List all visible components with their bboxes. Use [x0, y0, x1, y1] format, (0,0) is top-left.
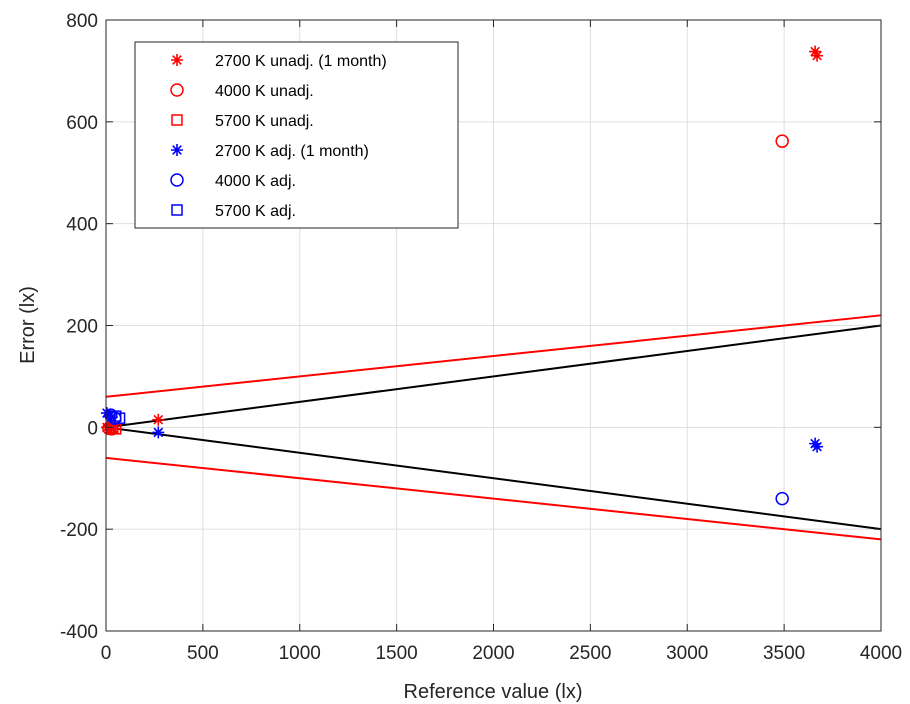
data-point [775, 491, 789, 506]
legend-marker [171, 114, 183, 126]
data-point [811, 440, 824, 453]
legend-marker [171, 204, 183, 216]
legend-marker [171, 54, 183, 66]
legend-label: 2700 K adj. (1 month) [215, 143, 369, 160]
x-tick-label: 2000 [472, 643, 514, 664]
x-tick-label: 1500 [375, 643, 417, 664]
y-tick-label: -400 [60, 622, 98, 643]
y-axis-label: Error (lx) [17, 286, 39, 364]
x-tick-label: 3000 [666, 643, 708, 664]
data-point [152, 426, 165, 439]
reference-line [105, 456, 882, 541]
legend-marker [170, 173, 184, 187]
axis-ticks [105, 19, 882, 632]
data-point [809, 45, 822, 58]
x-tick-label: 3500 [763, 643, 805, 664]
data-point [107, 422, 119, 434]
data-point [811, 49, 824, 62]
legend-label: 4000 K unadj. [215, 83, 314, 100]
legend-label: 5700 K adj. [215, 203, 296, 220]
legend-label: 4000 K adj. [215, 173, 296, 190]
reference-line [105, 426, 882, 531]
x-tick-label: 500 [187, 643, 219, 664]
x-tick-label: 2500 [569, 643, 611, 664]
data-point [113, 412, 126, 424]
data-point [152, 413, 165, 426]
x-tick-label: 1000 [279, 643, 321, 664]
legend-marker [170, 83, 184, 97]
data-point [107, 422, 120, 435]
y-tick-label: -200 [60, 520, 98, 541]
reference-lines [105, 314, 882, 541]
y-tick-label: 400 [66, 215, 98, 236]
x-axis-label: Reference value (lx) [404, 681, 583, 703]
data-point [105, 411, 118, 424]
x-tick-label: 4000 [860, 643, 902, 664]
reference-line [105, 314, 882, 398]
y-tick-labels: -400 -200 0 200 400 600 800 [60, 11, 98, 643]
legend-label: 5700 K unadj. [215, 113, 314, 130]
legend-marker [171, 144, 183, 156]
data-point [775, 134, 789, 148]
data-point [109, 410, 122, 422]
reference-line [105, 324, 882, 429]
data-markers [100, 45, 824, 506]
y-tick-label: 0 [87, 418, 98, 439]
legend: 2700 K unadj. (1 month) 4000 K unadj. 5700… [134, 41, 459, 229]
x-tick-label: 0 [101, 643, 112, 664]
legend-box [134, 41, 459, 229]
y-tick-label: 200 [66, 317, 98, 338]
legend-label: 2700 K unadj. (1 month) [215, 53, 387, 70]
y-tick-label: 600 [66, 113, 98, 134]
y-tick-label: 800 [66, 11, 98, 32]
x-tick-labels: 0 500 1000 1500 2000 2500 3000 3500 4000 [101, 643, 902, 664]
